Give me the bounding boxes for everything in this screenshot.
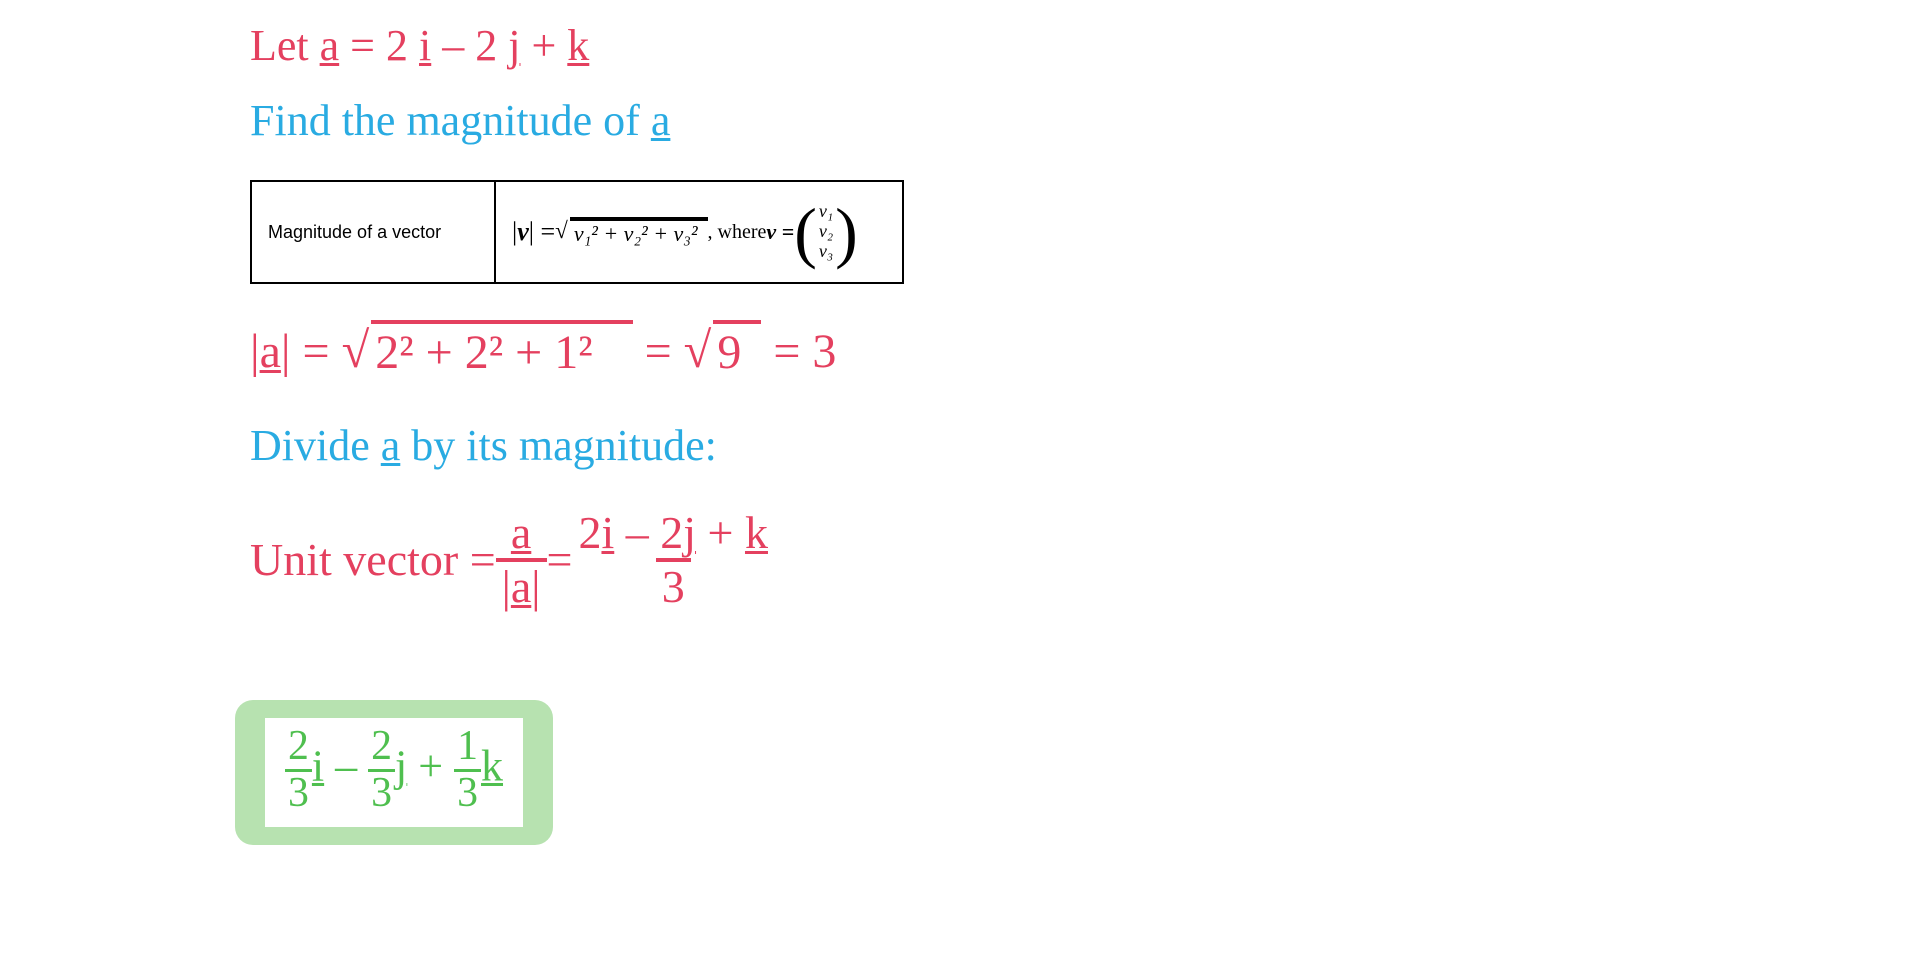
text-eq: = 2 [350,21,408,70]
plus: + [696,507,745,558]
eq-3: = 3 [773,325,836,378]
sqrt-icon: √ [555,217,570,244]
line3-magnitude-calc: |a| = √ 2² + 2² + 1² = √ 9 = 3 [250,320,836,382]
line1-vector-definition: Let a = 2 i – 2 j + k [250,20,589,73]
equals: = [547,532,573,587]
two: 2 [578,507,601,558]
k: k [481,741,503,790]
v3: v₃ [819,242,833,262]
line5-unit-vector: Unit vector = a |a| = 2i – 2j + k 3 [250,510,774,610]
where-text: , where [708,221,767,244]
v2: v₂ [819,222,833,242]
text-minus: – 2 [442,21,497,70]
formula-label: Magnitude of a vector [252,182,494,282]
i: i [312,741,324,790]
bar-l: | [250,325,260,378]
line4-instruction: Divide a by its magnitude: [250,420,717,473]
frac-1-3: 1 3 [454,726,481,815]
k: k [745,507,768,558]
formula-reference-box: Magnitude of a vector |v| = √ v₁² + v₂² … [250,180,904,284]
plus: + [418,741,454,790]
three: 3 [656,558,691,610]
unit-j: j [508,21,520,70]
sqrt-main: √ 2² + 2² + 1² [342,320,633,382]
bar-r: | [531,561,540,612]
unit-i: i [419,21,431,70]
minus: – [335,741,368,790]
vector-a: a [381,421,401,470]
divide-text: Divide [250,421,381,470]
unit-vector-label: Unit vector = [250,532,496,587]
paren-right: ) [835,202,858,262]
frac-2-3-a: 2 3 [285,726,312,815]
text-plus: + [531,21,567,70]
answer-expression: 2 3 i – 2 3 j + 1 3 k [265,718,523,827]
den-a: a [511,561,531,612]
bar-close-eq: | = [529,217,555,246]
formula-expression: |v| = √ v₁² + v₂² + v₃² , where v = ( v₁… [494,182,902,282]
vector-a: a [320,21,340,70]
j: j [683,507,696,558]
v: v [517,217,529,246]
vector-a: a [260,325,281,378]
num-a: a [511,507,531,558]
v-equals: v = [766,219,794,244]
unit-k: k [567,21,589,70]
answer-box: 2 3 i – 2 3 j + 1 3 k [235,700,553,845]
radicand-main: 2² + 2² + 1² [371,320,632,382]
vector-a: a [651,96,671,145]
by-magnitude: by its magnitude: [411,421,717,470]
v1: v₁ [819,202,833,222]
i: i [601,507,614,558]
paren-left: ( [794,202,817,262]
sqrt-icon: √ [684,320,714,380]
minus2: – 2 [614,507,683,558]
text-let: Let [250,21,320,70]
fraction-a-over-mag: a |a| [496,510,547,610]
line2-instruction: Find the magnitude of a [250,95,670,148]
bar-eq: | = [281,325,342,378]
radicand: v₁² + v₂² + v₃² [574,221,698,246]
frac-2-3-b: 2 3 [368,726,395,815]
column-vector: ( v₁ v₂ v₃ ) [794,202,858,262]
nine: 9 [713,320,761,382]
bar-l: | [502,561,511,612]
j: j [395,741,407,790]
sqrt-nine: √ 9 [684,320,762,382]
text-find: Find the magnitude of [250,96,651,145]
fraction-expanded: 2i – 2j + k 3 [572,510,774,610]
eq-2: = [645,325,684,378]
sqrt-icon: √ [342,320,372,380]
